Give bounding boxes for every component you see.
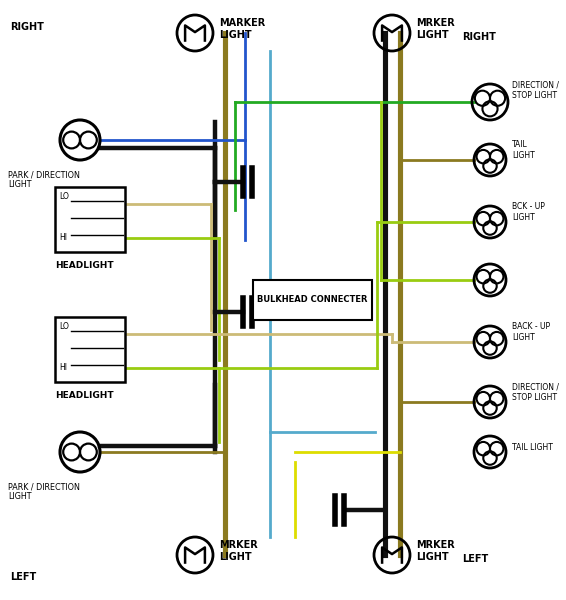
Text: MRKER
LIGHT: MRKER LIGHT [416, 540, 454, 562]
Text: HEADLIGHT: HEADLIGHT [55, 261, 114, 270]
FancyBboxPatch shape [55, 187, 125, 252]
Text: HEADLIGHT: HEADLIGHT [55, 391, 114, 400]
Text: TAIL
LIGHT: TAIL LIGHT [512, 140, 535, 160]
Text: RIGHT: RIGHT [462, 32, 496, 42]
Text: HI: HI [59, 233, 67, 242]
Text: BCK - UP
LIGHT: BCK - UP LIGHT [512, 202, 545, 221]
Text: RIGHT: RIGHT [10, 22, 44, 32]
Text: MRKER
LIGHT: MRKER LIGHT [219, 540, 258, 562]
Text: MRKER
LIGHT: MRKER LIGHT [416, 18, 454, 40]
Text: HI: HI [59, 363, 67, 372]
Text: DIRECTION /
STOP LIGHT: DIRECTION / STOP LIGHT [512, 382, 559, 402]
Text: LO: LO [59, 192, 69, 201]
Text: DIRECTION /
STOP LIGHT: DIRECTION / STOP LIGHT [512, 80, 559, 100]
FancyBboxPatch shape [253, 280, 372, 320]
Text: LEFT: LEFT [462, 554, 488, 564]
Text: MARKER
LIGHT: MARKER LIGHT [219, 18, 265, 40]
Text: BACK - UP
LIGHT: BACK - UP LIGHT [512, 322, 550, 341]
Text: PARK / DIRECTION
LIGHT: PARK / DIRECTION LIGHT [8, 482, 80, 502]
Text: LO: LO [59, 322, 69, 331]
Text: BULKHEAD CONNECTER: BULKHEAD CONNECTER [258, 295, 368, 304]
Text: LEFT: LEFT [10, 572, 36, 582]
FancyBboxPatch shape [55, 317, 125, 382]
Text: TAIL LIGHT: TAIL LIGHT [512, 443, 553, 451]
Text: PARK / DIRECTION
LIGHT: PARK / DIRECTION LIGHT [8, 170, 80, 190]
